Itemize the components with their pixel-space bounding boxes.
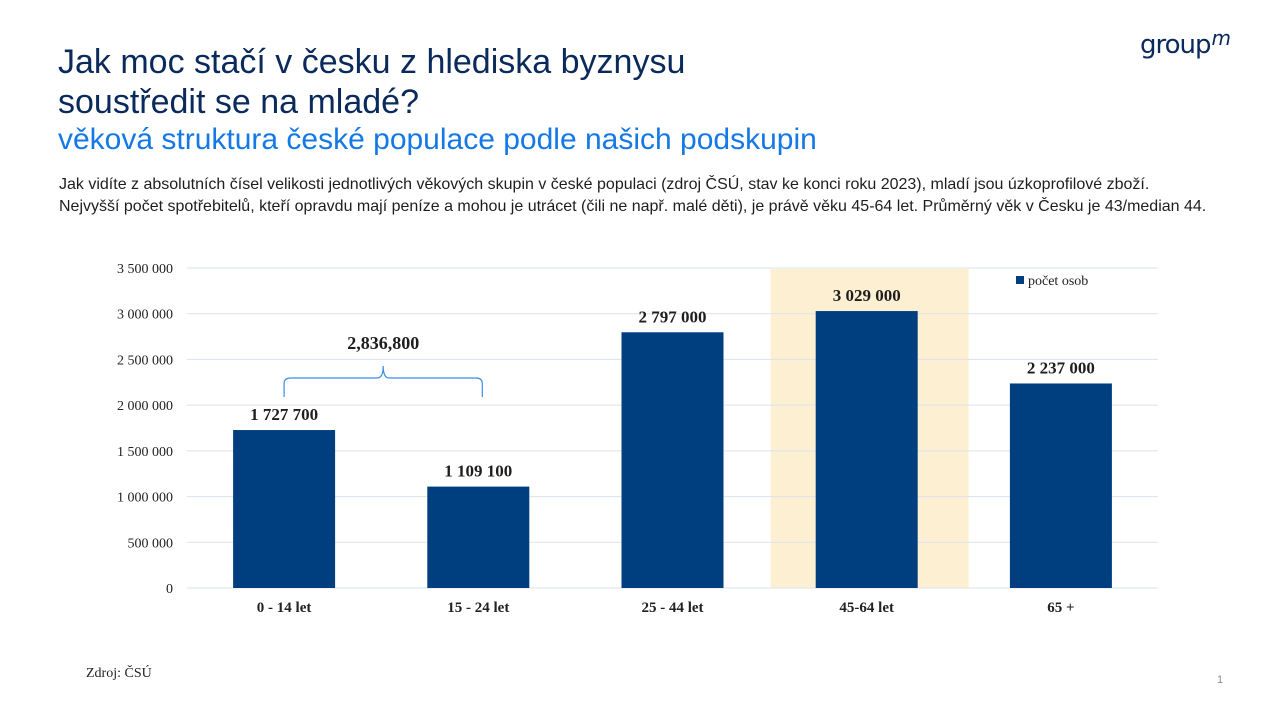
- y-tick-label: 3 500 000: [117, 262, 173, 277]
- data-label: 2 797 000: [639, 307, 707, 326]
- bracket: [283, 365, 483, 397]
- y-tick-label: 2 500 000: [117, 353, 173, 368]
- title-line-2: soustředit se na mladé?: [58, 83, 419, 121]
- page-number: 1: [1217, 674, 1224, 686]
- data-label: 1 109 100: [444, 462, 512, 481]
- x-tick-label: 0 - 14 let: [257, 600, 312, 616]
- x-tick-label: 15 - 24 let: [447, 600, 509, 616]
- bar: [815, 311, 918, 588]
- bracket-label: 2,836,800: [347, 333, 419, 353]
- y-tick-label: 1 500 000: [117, 445, 173, 460]
- bar: [427, 486, 530, 588]
- legend-label: počet osob: [1028, 274, 1088, 289]
- source-note: Zdroj: ČSÚ: [86, 666, 152, 681]
- bar: [621, 332, 724, 588]
- slide-subtitle: věková struktura české populace podle na…: [58, 123, 817, 156]
- data-label: 1 727 700: [250, 405, 318, 424]
- groupm-logo: groupm: [1140, 26, 1232, 60]
- legend-swatch: [1016, 276, 1024, 284]
- x-tick-label: 45-64 let: [839, 600, 894, 616]
- logo-text: group: [1140, 30, 1212, 60]
- data-label: 3 029 000: [833, 286, 901, 305]
- x-tick-label: 65 +: [1047, 600, 1074, 616]
- x-tick-label: 25 - 44 let: [641, 600, 703, 616]
- bar: [233, 430, 336, 588]
- y-tick-label: 0: [166, 582, 173, 597]
- logo-mark: m: [1211, 26, 1232, 50]
- slide-description: Jak vidíte z absolutních čísel velikosti…: [59, 176, 1207, 215]
- title-line-1: Jak moc stačí v česku z hlediska byznysu: [58, 43, 686, 81]
- y-tick-label: 500 000: [128, 536, 174, 551]
- y-tick-label: 1 000 000: [117, 491, 173, 506]
- data-label: 2 237 000: [1027, 358, 1095, 377]
- y-tick-label: 3 000 000: [117, 308, 173, 323]
- bar: [1009, 383, 1112, 588]
- y-tick-label: 2 000 000: [117, 399, 173, 414]
- slide-title: Jak moc stačí v česku z hlediska byznysu…: [58, 42, 1058, 122]
